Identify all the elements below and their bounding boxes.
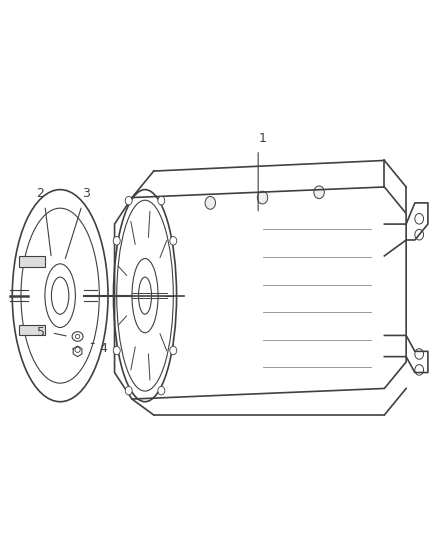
Text: 3: 3 bbox=[82, 187, 90, 200]
Text: 1: 1 bbox=[258, 132, 266, 144]
Circle shape bbox=[113, 237, 120, 245]
Circle shape bbox=[257, 191, 268, 204]
Circle shape bbox=[170, 346, 177, 355]
Circle shape bbox=[125, 386, 132, 395]
Circle shape bbox=[170, 237, 177, 245]
Circle shape bbox=[205, 197, 215, 209]
Ellipse shape bbox=[12, 190, 108, 402]
Circle shape bbox=[415, 349, 424, 359]
Polygon shape bbox=[19, 325, 45, 335]
Circle shape bbox=[125, 197, 132, 205]
Circle shape bbox=[113, 346, 120, 355]
Text: 5: 5 bbox=[36, 326, 45, 340]
Ellipse shape bbox=[113, 190, 177, 402]
Text: 2: 2 bbox=[37, 187, 45, 200]
Circle shape bbox=[415, 229, 424, 240]
Circle shape bbox=[158, 386, 165, 395]
Text: 4: 4 bbox=[99, 342, 107, 355]
Polygon shape bbox=[19, 256, 45, 266]
Circle shape bbox=[314, 186, 324, 199]
Circle shape bbox=[415, 214, 424, 224]
Circle shape bbox=[415, 365, 424, 375]
Circle shape bbox=[158, 197, 165, 205]
